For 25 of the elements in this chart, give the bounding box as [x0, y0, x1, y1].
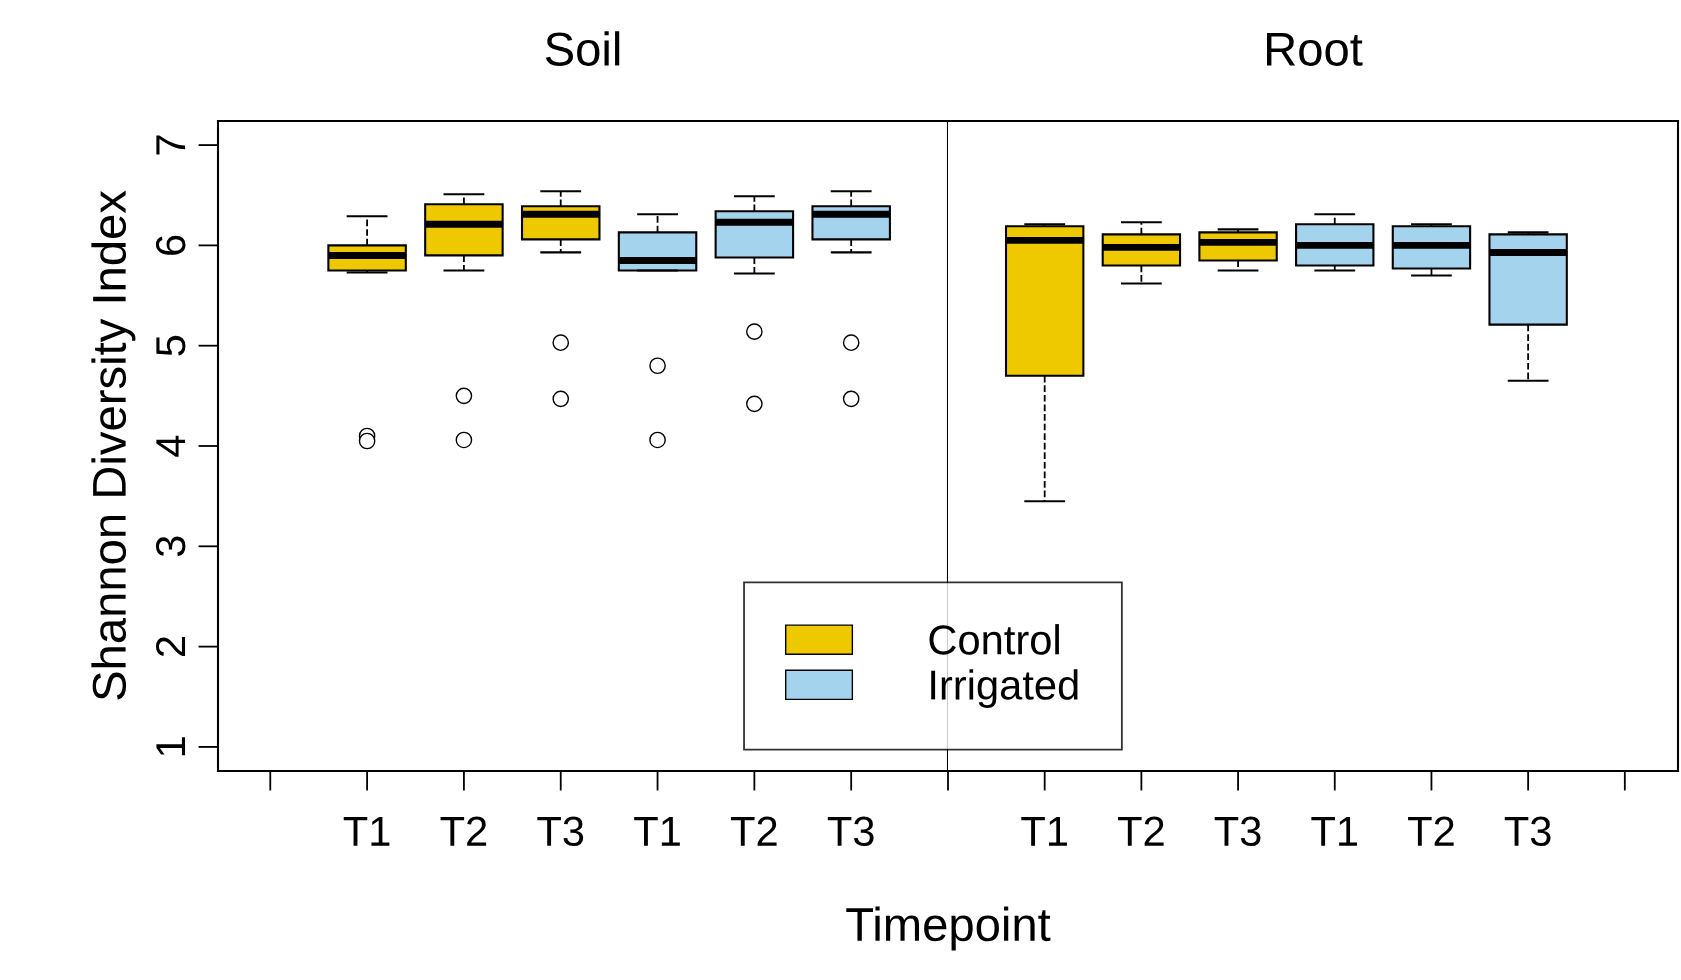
x-tick-label: T2 — [1118, 816, 1164, 846]
y-tick-label: 3 — [155, 536, 186, 557]
y-tick-label: 2 — [155, 637, 186, 657]
x-tick-label: T2 — [440, 816, 487, 846]
y-axis-title: Shannon Diversity Index — [91, 190, 136, 700]
y-tick-label: 1 — [156, 737, 186, 756]
x-tick-label: T2 — [1408, 816, 1454, 846]
x-tick-label: T1 — [1311, 816, 1358, 846]
y-tick-label: 5 — [156, 335, 186, 356]
y-tick-label: 4 — [156, 435, 186, 457]
x-tick-label: T3 — [827, 816, 874, 847]
x-tick-label: T1 — [634, 816, 680, 846]
x-tick-label: T3 — [1214, 816, 1261, 847]
legend-label: Irrigated — [931, 669, 1078, 709]
legend-label: Control — [929, 624, 1059, 655]
x-tick-label: T1 — [343, 816, 390, 846]
x-axis-title: Timepoint — [846, 906, 1051, 951]
x-tick-label: T1 — [1021, 816, 1067, 846]
x-tick-label: T3 — [1504, 816, 1551, 847]
y-tick-label: 6 — [155, 235, 186, 255]
chart-title: Root — [1267, 32, 1363, 66]
chart-title: Soil — [545, 31, 620, 66]
x-tick-label: T2 — [730, 816, 777, 846]
y-tick-label: 7 — [156, 135, 186, 155]
x-tick-label: T3 — [537, 816, 584, 847]
